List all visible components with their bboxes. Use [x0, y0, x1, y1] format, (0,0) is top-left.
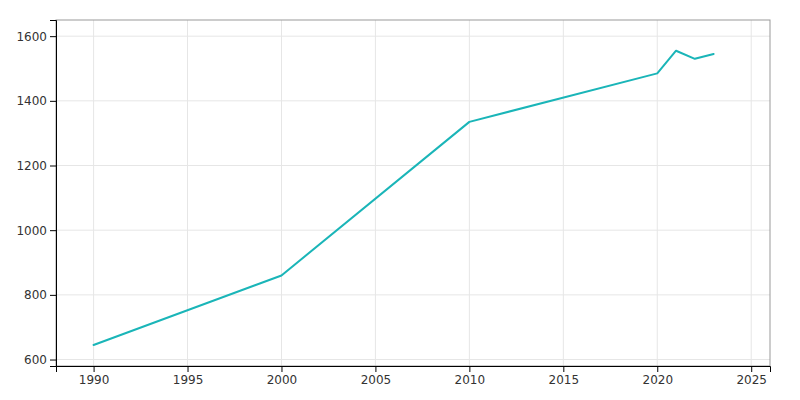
y-axis-tick-label: 1600	[16, 30, 47, 44]
marks	[94, 51, 714, 345]
x-axis-line	[57, 367, 771, 373]
x-axis-tick-mark	[751, 366, 752, 372]
plot-frame	[56, 20, 770, 366]
x-axis-tick: 2005	[361, 366, 392, 387]
grid-line-y	[56, 294, 770, 295]
x-axis-tick-label: 2005	[361, 373, 392, 387]
x-axis-tick-label: 1995	[173, 373, 204, 387]
x-axis-tick: 2000	[267, 366, 298, 387]
x-axis-tick-label: 2025	[736, 373, 767, 387]
y-axis-tick-mark	[50, 295, 56, 296]
y-axis-tick-mark	[50, 166, 56, 167]
x-axis-tick: 1995	[173, 366, 204, 387]
y-axis-tick-mark	[50, 360, 56, 361]
grid-line-x	[375, 20, 376, 366]
grid-line-x	[281, 20, 282, 366]
x-axis-tick: 2025	[736, 366, 767, 387]
plot-area: 1990 1995 2000 2005 2010 2015 2020 2025 600 800 10…	[16, 20, 770, 387]
y-axis-tick-label: 1000	[16, 224, 47, 238]
x-axis-tick: 1990	[79, 366, 110, 387]
y-axis-tick: 1600	[16, 30, 56, 44]
y-axis-tick: 600	[24, 353, 56, 367]
grid-line-x	[93, 20, 94, 366]
grid-line-x	[187, 20, 188, 366]
x-axis-tick-label: 2000	[267, 373, 298, 387]
x-axis-tick-mark	[657, 366, 658, 372]
grid-line-x	[563, 20, 564, 366]
y-axis-tick-label: 1400	[16, 94, 47, 108]
y-axis-tick-mark	[50, 36, 56, 37]
grid-line-y	[56, 359, 770, 360]
x-axis-tick-mark	[375, 366, 376, 372]
chart: 1990 1995 2000 2005 2010 2015 2020 2025 600 800 10…	[0, 0, 800, 400]
y-axis-tick-mark	[50, 230, 56, 231]
y-axis-tick: 1400	[16, 94, 56, 108]
x-axis-tick: 2020	[642, 366, 673, 387]
y-axis-tick-label: 1200	[16, 159, 47, 173]
y-axis-tick: 1000	[16, 224, 56, 238]
grid-line-y	[56, 165, 770, 166]
x-axis-tick-label: 1990	[79, 373, 110, 387]
grid-line-y	[56, 230, 770, 231]
x-axis-tick-mark	[563, 366, 564, 372]
x-axis-tick-mark	[188, 366, 189, 372]
x-axis-tick-label: 2010	[455, 373, 486, 387]
x-axis-tick-label: 2020	[642, 373, 673, 387]
y-axis-tick-mark	[50, 101, 56, 102]
y-axis: 600 800 1000 1200 1400 1600	[16, 21, 56, 367]
x-axis: 1990 1995 2000 2005 2010 2015 2020 2025	[57, 366, 771, 387]
y-axis-tick: 1200	[16, 159, 56, 173]
grid-line-y	[56, 100, 770, 101]
grid-line-x	[751, 20, 752, 366]
y-axis-tick-label: 600	[24, 353, 47, 367]
grid-line-x	[469, 20, 470, 366]
y-axis-tick-label: 800	[24, 288, 47, 302]
x-axis-tick: 2010	[455, 366, 486, 387]
y-axis-tick: 800	[24, 288, 56, 302]
grid	[56, 20, 770, 366]
x-axis-tick-mark	[281, 366, 282, 372]
x-axis-tick: 2015	[549, 366, 580, 387]
x-axis-tick-mark	[94, 366, 95, 372]
x-axis-tick-mark	[469, 366, 470, 372]
line	[94, 51, 714, 345]
y-axis-line	[50, 21, 57, 367]
grid-line-y	[56, 36, 770, 37]
x-axis-tick-label: 2015	[549, 373, 580, 387]
